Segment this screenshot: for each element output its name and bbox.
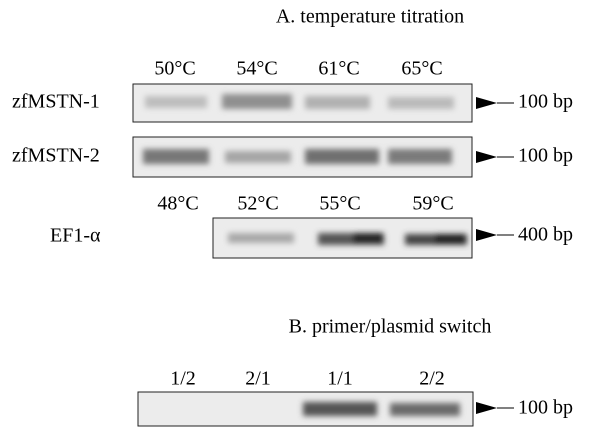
band — [388, 97, 454, 109]
gel-row: EF1-α 400 bp — [50, 218, 573, 258]
lane-label: 1/2 — [170, 368, 196, 390]
size-label: 100 bp — [518, 397, 573, 419]
gel-row: zfMSTN-1 100 bp — [12, 84, 573, 122]
band — [225, 151, 291, 163]
lane-label: 2/2 — [419, 368, 445, 390]
figure: A. temperature titration 50°C 54°C 61°C … — [0, 0, 604, 428]
row-label: zfMSTN-1 — [12, 91, 100, 113]
band — [222, 94, 292, 109]
row-label: EF1-α — [50, 225, 101, 247]
band — [353, 233, 383, 243]
lane-label: 52°C — [237, 193, 278, 215]
band — [305, 149, 379, 164]
arrow — [476, 97, 497, 109]
band — [228, 233, 294, 243]
row-label: zfMSTN-2 — [12, 145, 100, 167]
lane-label: 48°C — [157, 193, 198, 215]
size-label: 400 bp — [518, 224, 573, 246]
lane-labels: 50°C 54°C 61°C 65°C — [154, 58, 442, 80]
lane-label: 55°C — [319, 193, 360, 215]
size-label: 100 bp — [518, 145, 573, 167]
band — [390, 403, 460, 416]
gel-row: 100 bp — [138, 392, 573, 426]
arrow — [476, 229, 497, 241]
lane-label: 65°C — [401, 58, 442, 80]
arrow — [476, 402, 497, 414]
lane-label: 61°C — [318, 58, 359, 80]
band — [143, 149, 209, 164]
panel-title: A. temperature titration — [276, 6, 464, 28]
arrow — [476, 151, 497, 163]
lane-label: 50°C — [154, 58, 195, 80]
lane-label: 59°C — [412, 193, 453, 215]
lane-labels: 1/2 2/1 1/1 2/2 — [170, 368, 445, 390]
size-label: 100 bp — [518, 91, 573, 113]
lane-label: 1/1 — [327, 368, 353, 390]
band — [303, 402, 377, 416]
panel-title: B. primer/plasmid switch — [289, 316, 492, 338]
band — [145, 96, 207, 108]
band — [305, 96, 370, 109]
band — [388, 149, 452, 164]
lane-labels: 48°C 52°C 55°C 59°C — [157, 193, 453, 215]
band — [435, 234, 465, 243]
lane-label: 2/1 — [245, 368, 271, 390]
lane-label: 54°C — [236, 58, 277, 80]
gel-row: zfMSTN-2 100 bp — [12, 137, 573, 177]
